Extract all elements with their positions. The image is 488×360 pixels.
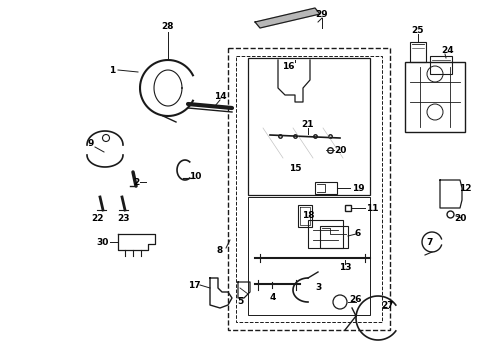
Text: 19: 19 — [351, 184, 364, 193]
Text: 26: 26 — [348, 296, 361, 305]
Bar — [429, 56, 451, 74]
Text: 8: 8 — [217, 246, 223, 255]
Text: 4: 4 — [269, 292, 276, 302]
Text: 11: 11 — [365, 203, 378, 212]
Text: 20: 20 — [453, 213, 465, 222]
Bar — [314, 182, 336, 194]
Text: 18: 18 — [301, 211, 314, 220]
Text: 13: 13 — [338, 264, 350, 273]
Text: 7: 7 — [426, 238, 432, 247]
Bar — [319, 226, 347, 248]
Text: 20: 20 — [333, 145, 346, 154]
Bar — [404, 62, 464, 132]
Text: 2: 2 — [133, 177, 139, 186]
Text: 15: 15 — [288, 163, 301, 172]
Text: 24: 24 — [441, 45, 453, 54]
Text: 16: 16 — [281, 62, 294, 71]
Bar — [227, 48, 389, 330]
Polygon shape — [254, 8, 319, 28]
Text: 27: 27 — [381, 302, 393, 310]
Text: 3: 3 — [314, 284, 321, 292]
Text: 23: 23 — [117, 213, 129, 222]
Text: 25: 25 — [411, 26, 424, 35]
Bar — [247, 58, 369, 195]
Text: 30: 30 — [97, 238, 109, 247]
Text: 5: 5 — [236, 297, 243, 306]
Text: 1: 1 — [109, 66, 115, 75]
Bar — [307, 220, 342, 248]
Text: 28: 28 — [162, 22, 174, 31]
Text: 22: 22 — [92, 213, 104, 222]
Text: 12: 12 — [458, 184, 470, 193]
Bar — [297, 205, 311, 227]
Bar — [236, 56, 381, 322]
Text: 9: 9 — [88, 139, 94, 148]
Text: 6: 6 — [354, 229, 360, 238]
Bar — [247, 197, 369, 315]
Text: 29: 29 — [315, 9, 327, 18]
Bar — [409, 42, 425, 62]
Text: 21: 21 — [301, 120, 314, 129]
Text: 17: 17 — [187, 280, 200, 289]
Text: 10: 10 — [188, 171, 201, 180]
Text: 14: 14 — [213, 91, 226, 100]
